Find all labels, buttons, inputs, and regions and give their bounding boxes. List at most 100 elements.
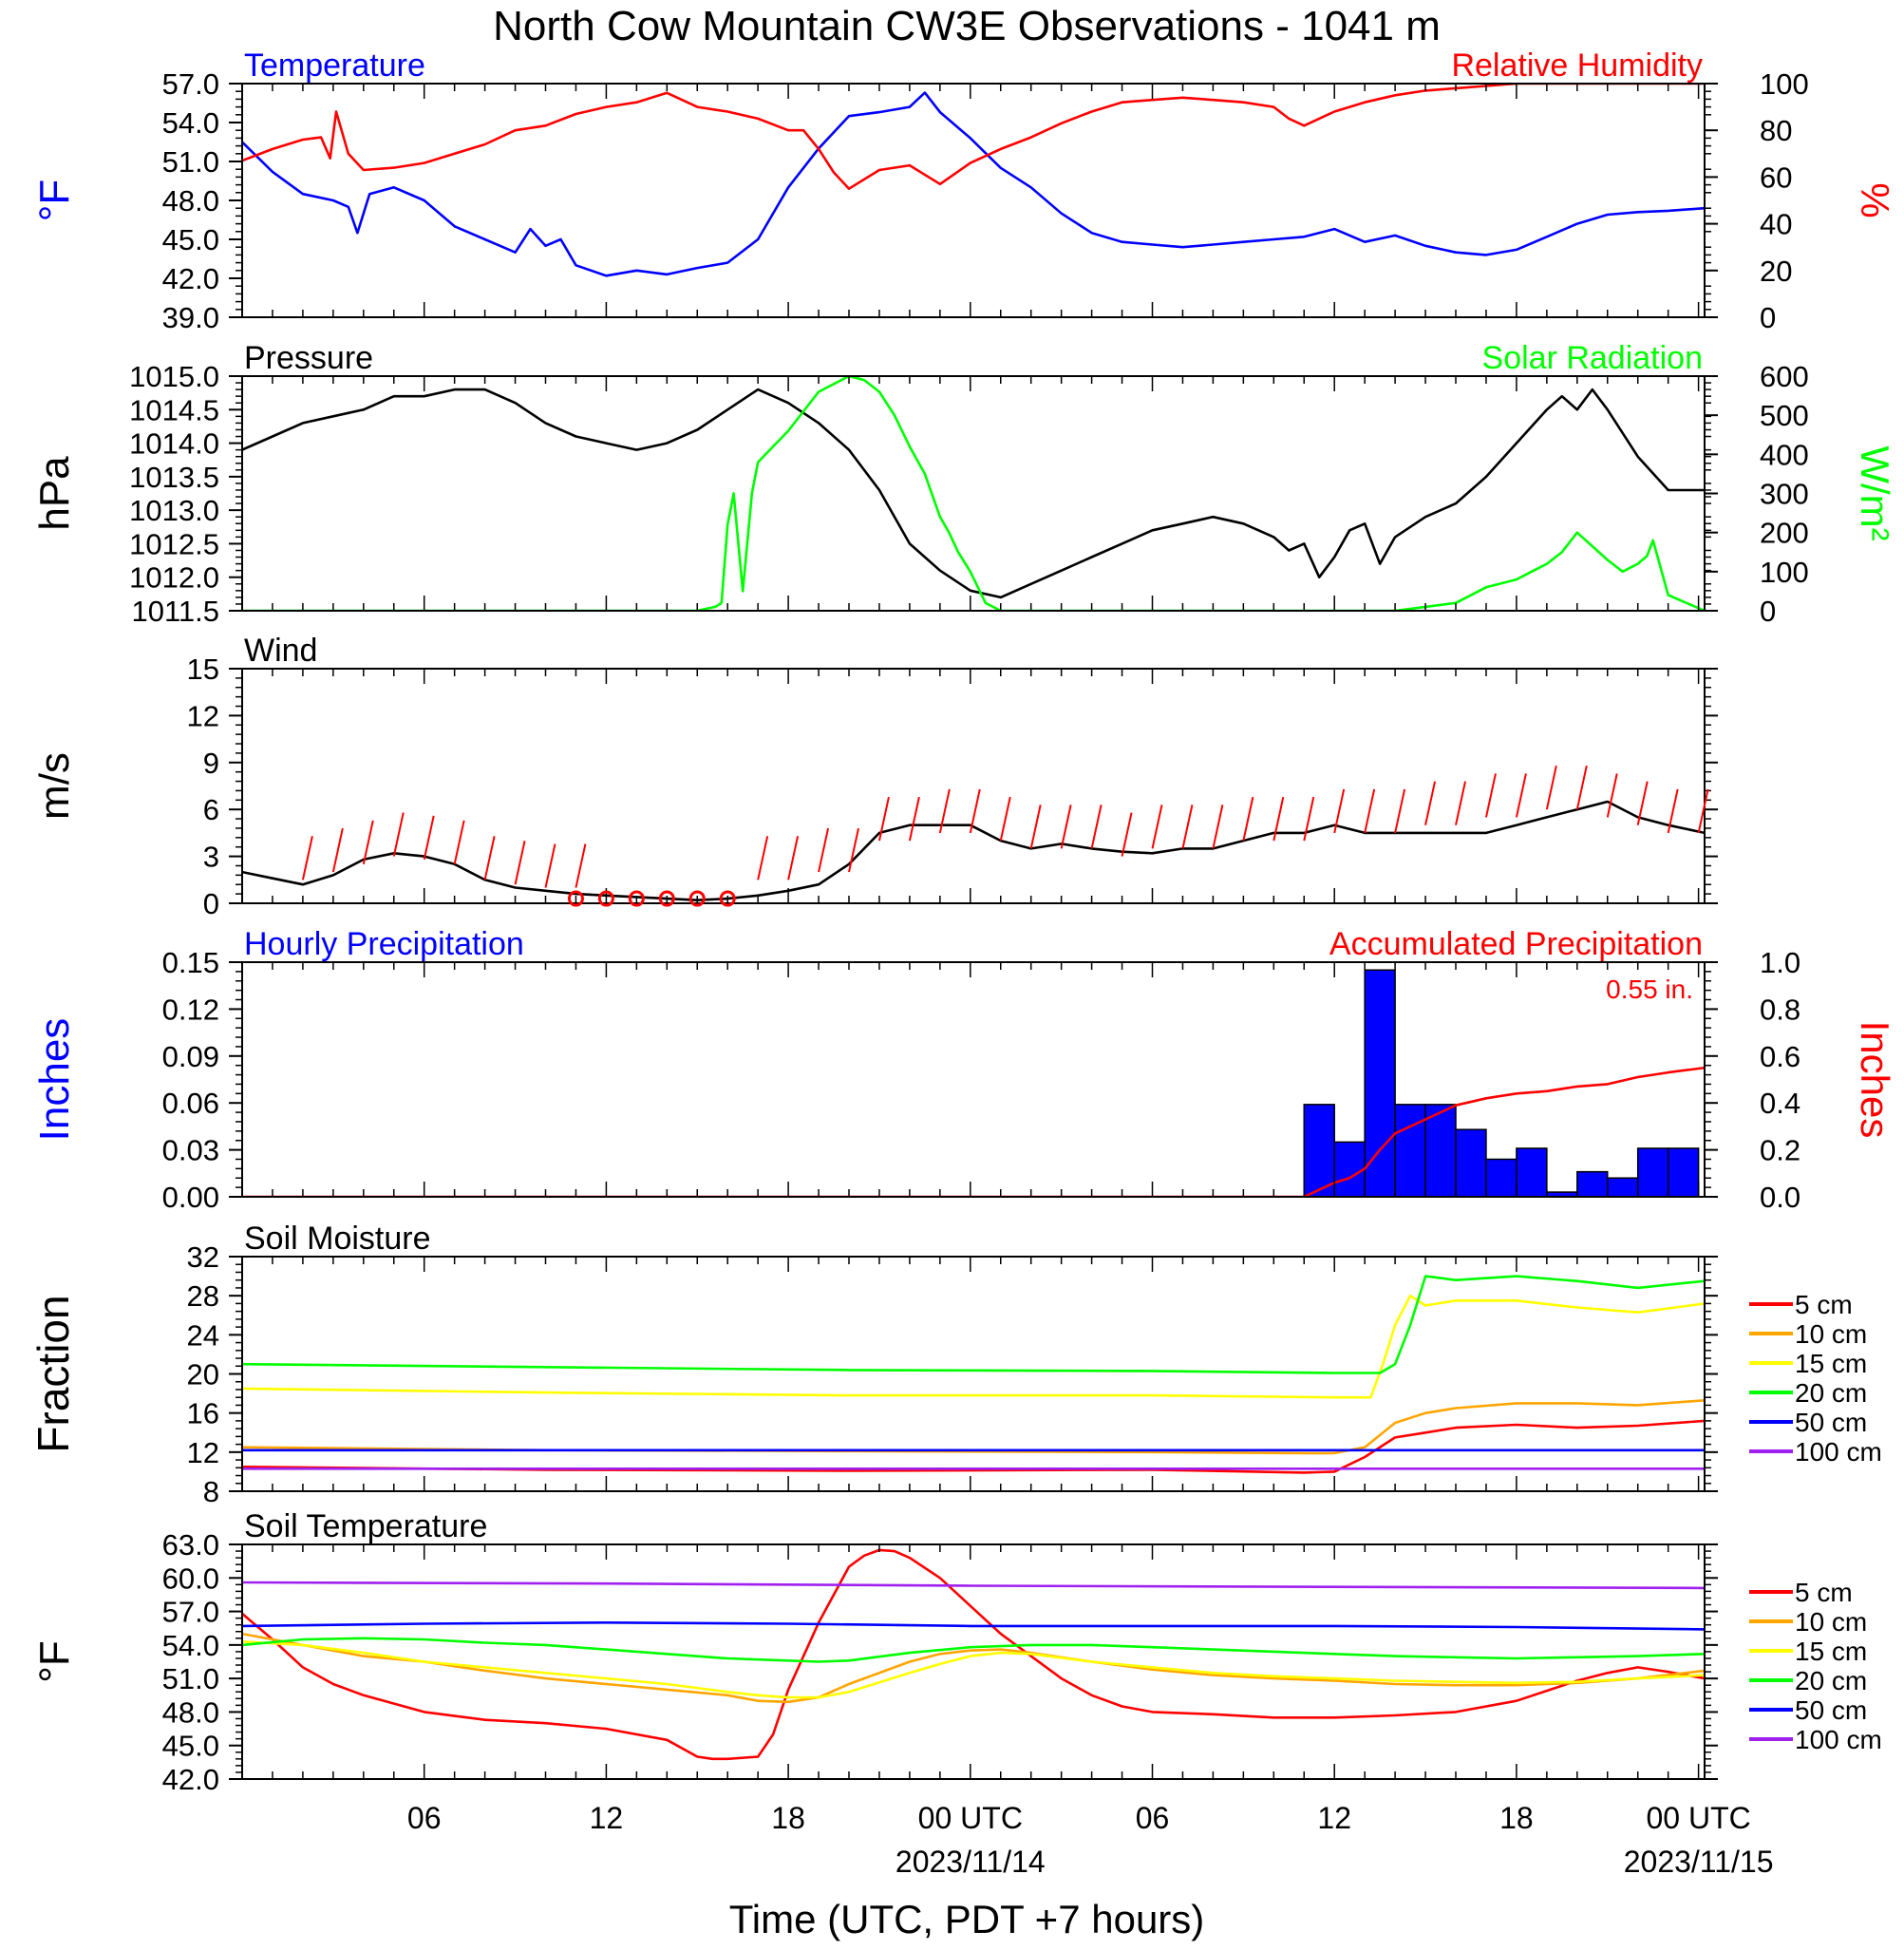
y-tick-label-right: 0 (1760, 301, 1776, 334)
y-tick-label-right: 1.0 (1760, 946, 1800, 979)
x-tick-label: 18 (771, 1801, 805, 1835)
wind-barb (544, 843, 556, 888)
y-tick-label-left: 1012.5 (129, 527, 219, 560)
y-tick-label-left: 0.06 (162, 1087, 219, 1120)
y-tick-label-left: 3 (203, 841, 219, 874)
calm-marker (567, 890, 584, 907)
wind-barb (848, 827, 859, 873)
wind-barb (362, 820, 374, 865)
y-tick-label-left: 51.0 (162, 145, 219, 179)
y-tick-label-left: 0.12 (162, 993, 219, 1026)
calm-marker (719, 890, 736, 907)
panel-title-right: Solar Radiation (1482, 340, 1703, 376)
y-tick-label-left: 15 (187, 653, 219, 686)
wind-barb (999, 796, 1011, 842)
y-tick-label-left: 1013.5 (129, 461, 219, 494)
wind-barb (1636, 781, 1649, 825)
y-axis-label-left: Inches (31, 1018, 78, 1142)
x-tick-label: 12 (1317, 1801, 1351, 1835)
panel-title-left: Soil Moisture (244, 1221, 431, 1257)
wind-barb (1545, 765, 1557, 810)
y-tick-label-right: 300 (1760, 478, 1809, 511)
wind-barb (787, 836, 800, 880)
time-axis-label: Time (UTC, PDT +7 hours) (729, 1897, 1205, 1941)
x-tick-label: 12 (590, 1801, 624, 1835)
wind-barb (1121, 812, 1133, 857)
y-tick-label-left: 57.0 (162, 67, 219, 101)
y-axis-label-left: hPa (31, 456, 78, 531)
y-tick-label-left: 45.0 (162, 1730, 219, 1763)
wind-barb (1090, 805, 1103, 849)
series-line-100-cm (242, 1581, 1705, 1590)
y-tick-label-left: 54.0 (162, 1629, 219, 1662)
legend-label: 20 cm (1795, 1666, 1867, 1695)
y-tick-label-left: 57.0 (162, 1596, 219, 1629)
wind-barb (1424, 781, 1437, 825)
y-tick-label-left: 0.00 (162, 1181, 219, 1214)
x-tick-label: 18 (1499, 1801, 1534, 1835)
calm-marker (628, 890, 645, 907)
y-tick-label-right: 0.2 (1760, 1134, 1800, 1167)
legend-label: 10 cm (1795, 1319, 1867, 1349)
y-tick-label-left: 51.0 (162, 1662, 219, 1695)
hourly-precip-bar (1333, 1141, 1366, 1197)
panel-precip: 0.15 0.12 0.09 0.06 0.03 0.00 1.0 0.8 0.6 0.4 0.2 0… (31, 926, 1897, 1214)
wind-barb (818, 827, 830, 873)
panel-temp-rh: 57.0 54.0 51.0 48.0 45.0 42.0 39.0 100 80 60 40 20 0… (31, 47, 1897, 334)
y-axis-label-right: W/m² (1853, 445, 1897, 540)
legend-label: 5 cm (1795, 1290, 1853, 1319)
series-line-5-cm (242, 1548, 1705, 1761)
series-line-50-cm (242, 1621, 1705, 1631)
wind-barb (575, 843, 587, 888)
plot-frame (241, 961, 1706, 1198)
legend-label: 20 cm (1795, 1378, 1867, 1408)
y-tick-label-left: 0.09 (162, 1040, 219, 1073)
y-axis-label-left: °F (31, 180, 78, 221)
series-line-20-cm (242, 1275, 1705, 1374)
calm-marker (658, 890, 675, 907)
hourly-precip-bar (1303, 1104, 1335, 1197)
panel-stack: 57.054.051.048.045.042.039.0100806040200… (28, 47, 1897, 1796)
panel-soil-temp: 63.060.057.054.051.048.045.042.0 Soil Tem… (31, 1508, 1882, 1796)
y-axis-label-right: Inches (1853, 1021, 1897, 1139)
plot-frame (241, 83, 1706, 318)
y-tick-label-left: 1014.5 (129, 393, 219, 426)
hourly-precip-bar (1607, 1177, 1639, 1197)
x-tick-date-label: 2023/11/15 (1624, 1845, 1774, 1879)
y-axis-label-left: Fraction (28, 1295, 78, 1452)
wind-barb (1029, 805, 1042, 849)
hourly-precip-bar (1485, 1158, 1518, 1197)
time-axis: 06 12 18 00 UTC 2023/11/14 06 12 18 00 UTC 2023/1… (407, 1801, 1774, 1879)
wind-barb (1697, 788, 1709, 834)
y-tick-label-right: 500 (1760, 399, 1809, 432)
hourly-precip-bar (1516, 1147, 1548, 1197)
y-tick-label-left: 12 (187, 1436, 219, 1469)
legend-label: 100 cm (1795, 1437, 1882, 1467)
y-tick-label-left: 24 (187, 1318, 219, 1352)
panel-title-left: Hourly Precipitation (244, 926, 524, 962)
wind-barb (1606, 773, 1618, 818)
series-line-10-cm (242, 1632, 1705, 1704)
legend-label: 50 cm (1795, 1408, 1867, 1437)
x-tick-date-label: 2023/11/14 (895, 1845, 1046, 1879)
y-tick-label-left: 45.0 (162, 223, 219, 256)
legend-label: 50 cm (1795, 1695, 1867, 1725)
wind-barb (877, 796, 890, 842)
legend-label: 100 cm (1795, 1725, 1882, 1754)
y-tick-label-right: 400 (1760, 438, 1809, 471)
wind-barb (1667, 788, 1679, 834)
wind-barb (483, 836, 496, 880)
wind-barb (514, 841, 526, 885)
plot-frame (241, 1256, 1706, 1492)
y-tick-label-left: 0.03 (162, 1134, 219, 1167)
y-tick-label-left: 1013.0 (129, 494, 219, 527)
series-line-solar-radiation (242, 376, 1705, 611)
wind-barb (453, 820, 465, 865)
y-axis-label-left: m/s (31, 752, 78, 820)
wind-barb (938, 788, 951, 834)
wind-barb (1272, 796, 1285, 842)
panel-pressure-solar: 1015.01014.51014.01013.51013.01012.51012… (31, 340, 1897, 628)
hourly-precip-bar (1424, 1104, 1457, 1197)
wind-barb (1181, 805, 1194, 849)
